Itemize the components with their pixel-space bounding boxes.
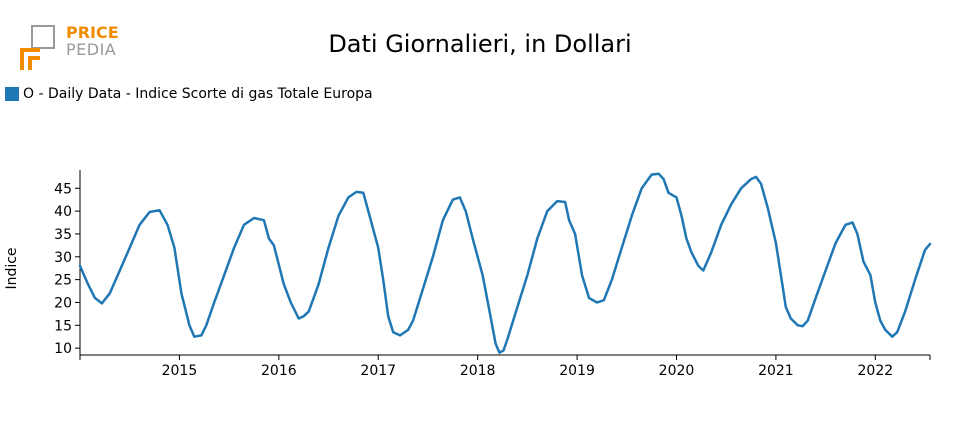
legend-label: O - Daily Data - Indice Scorte di gas To… xyxy=(23,86,373,102)
axes: 10 15 20 25 30 35 40 45 2015 2016 2017 2018 2019 2020… xyxy=(4,170,931,379)
logo-price: PRICE xyxy=(66,23,119,42)
x-tick-label: 2015 xyxy=(162,363,198,379)
legend-swatch xyxy=(5,87,19,101)
series-line xyxy=(78,172,932,354)
x-tick-label: 2016 xyxy=(261,363,297,379)
y-tick-label: 10 xyxy=(54,341,72,357)
logo-mark xyxy=(20,25,55,70)
y-tick-label: 25 xyxy=(54,273,72,289)
x-tick-label: 2019 xyxy=(559,363,595,379)
y-tick-label: 40 xyxy=(54,204,72,220)
legend[interactable]: O - Daily Data - Indice Scorte di gas To… xyxy=(5,84,373,104)
logo-mark-corner-orange-small xyxy=(28,56,40,70)
logo-text: PRICE PEDIA xyxy=(66,24,119,58)
y-tick-label: 30 xyxy=(54,250,72,266)
logo-mark-corner-orange xyxy=(20,48,40,70)
x-tick-label: 2022 xyxy=(858,363,894,379)
y-axis-label: Indice xyxy=(4,247,20,289)
y-tick-label: 45 xyxy=(54,181,72,197)
plot-area xyxy=(78,172,932,354)
y-tick-label: 35 xyxy=(54,227,72,243)
x-tick-label: 2018 xyxy=(460,363,496,379)
x-tick-label: 2017 xyxy=(360,363,396,379)
chart-title: Dati Giornalieri, in Dollari xyxy=(328,30,632,58)
x-tick-label: 2020 xyxy=(659,363,695,379)
logo-pedia: PEDIA xyxy=(66,40,117,59)
y-tick-label: 20 xyxy=(54,295,72,311)
logo-mark-square-grey xyxy=(31,25,55,49)
pricepedia-logo: PRICE PEDIA xyxy=(18,24,128,74)
y-tick-label: 15 xyxy=(54,318,72,334)
x-tick-label: 2021 xyxy=(758,363,794,379)
